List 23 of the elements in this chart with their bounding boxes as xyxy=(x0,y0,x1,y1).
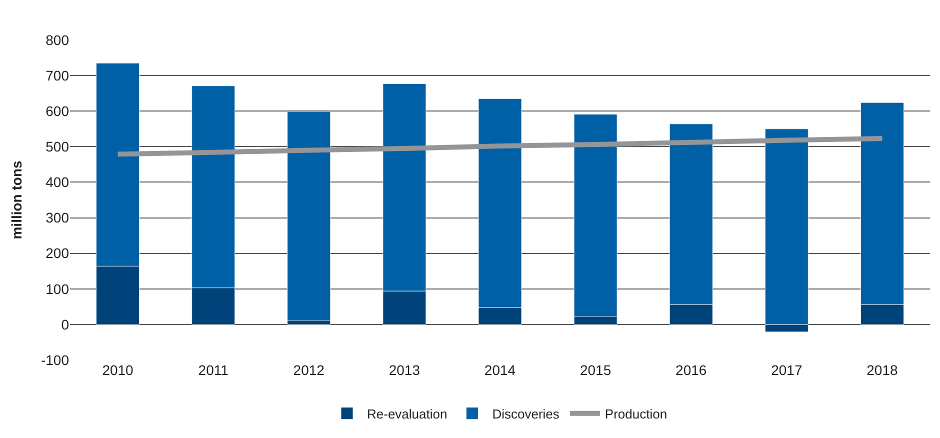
y-tick-label: 600 xyxy=(46,103,70,120)
y-tick-label: 300 xyxy=(46,210,70,226)
y-tick-label: 500 xyxy=(46,138,70,155)
x-tick-label: 2010 xyxy=(102,362,134,378)
x-tick-label: 2017 xyxy=(771,362,802,378)
y-tick-label: -100 xyxy=(40,352,70,368)
legend-label: Re-evaluation xyxy=(367,406,448,422)
x-tick-label: 2011 xyxy=(198,362,229,378)
legend-label: Discoveries xyxy=(492,406,560,422)
y-tick-label: 100 xyxy=(46,280,70,297)
y-tick-label: 200 xyxy=(46,245,70,262)
y-tick-label: 700 xyxy=(46,67,70,84)
x-tick-label: 2014 xyxy=(484,362,516,378)
y-tick-label: 400 xyxy=(46,174,70,190)
y-axis-title: million tons xyxy=(8,160,25,240)
x-tick-label: 2013 xyxy=(388,362,420,378)
x-tick-label: 2018 xyxy=(866,362,898,378)
x-tick-label: 2015 xyxy=(580,362,612,378)
x-tick-label: 2016 xyxy=(676,362,707,378)
legend-label: Production xyxy=(604,406,668,422)
x-tick-label: 2012 xyxy=(293,362,325,378)
y-tick-label: 0 xyxy=(61,316,70,332)
y-tick-label: 800 xyxy=(46,32,70,48)
